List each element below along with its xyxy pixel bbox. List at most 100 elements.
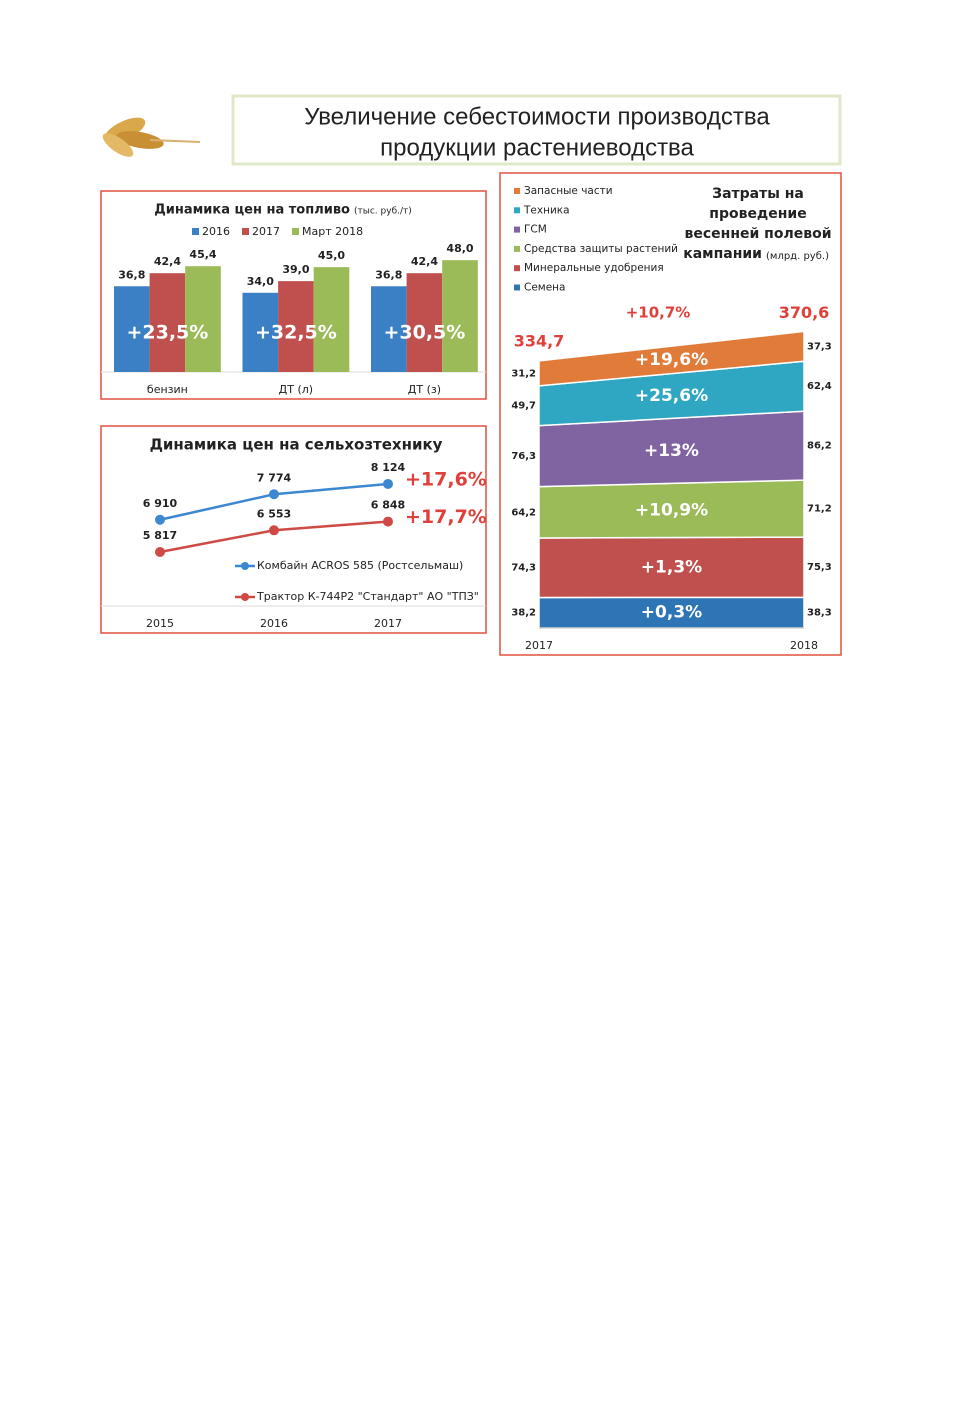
change-label: +25,6% — [635, 386, 708, 406]
change-label: +19,6% — [635, 350, 708, 370]
chart-title: весенней полевой — [685, 226, 832, 242]
chart-subtitle: (тыс. руб./т) — [354, 207, 412, 217]
change-label: +30,5% — [383, 322, 465, 344]
legend-label: 2017 — [252, 225, 280, 238]
legend-swatch — [514, 284, 520, 291]
legend-label: Техника — [523, 204, 570, 216]
value-label: 38,3 — [807, 608, 832, 619]
point — [155, 546, 165, 557]
value-label: 39,0 — [282, 263, 309, 276]
value-label: 42,4 — [411, 255, 438, 268]
legend-label: ГСМ — [524, 224, 547, 236]
chart-title: Затраты на — [712, 186, 804, 202]
legend-label: Март 2018 — [302, 225, 363, 238]
x-tick-label: 2017 — [374, 617, 402, 630]
legend-swatch — [514, 265, 520, 272]
legend-swatch — [514, 245, 520, 252]
change-label: +17,7% — [405, 506, 487, 528]
legend-swatch — [514, 207, 520, 214]
change-label: +0,3% — [641, 603, 702, 623]
value-label: 6 910 — [143, 497, 178, 510]
value-label: 74,3 — [511, 563, 536, 574]
title-box — [231, 94, 842, 166]
chart-title: Динамика цен на топливо — [154, 203, 350, 218]
value-label: 8 124 — [371, 461, 406, 474]
value-label: 86,2 — [807, 441, 832, 452]
x-tick-label: 2016 — [260, 617, 288, 630]
wheat-icon — [102, 117, 201, 157]
value-label: 49,7 — [511, 401, 536, 412]
change-label: +10,9% — [635, 500, 708, 520]
change-label: +13% — [644, 441, 699, 461]
value-label: 37,3 — [807, 341, 832, 352]
value-label: 64,2 — [511, 507, 536, 518]
chart-title: Динамика цен на сельхозтехнику — [150, 436, 443, 454]
legend-swatch — [192, 228, 199, 235]
value-label: 76,3 — [511, 451, 536, 462]
value-label: 42,4 — [154, 255, 181, 268]
value-label: 34,0 — [247, 275, 274, 288]
legend-label: Запасные части — [524, 185, 613, 197]
value-label: 6 553 — [257, 507, 291, 520]
legend-swatch — [292, 228, 299, 235]
value-label: 45,0 — [318, 249, 345, 262]
bar — [185, 266, 221, 372]
total-label: 334,7 — [514, 332, 565, 351]
legend-swatch — [514, 226, 520, 233]
x-tick-label: ДТ (з) — [408, 383, 441, 396]
change-label: +32,5% — [255, 322, 337, 344]
change-label: +1,3% — [641, 557, 702, 577]
total-change-label: +10,7% — [626, 304, 691, 322]
chart-title: кампании — [683, 246, 762, 262]
page-title: Увеличение себестоимости производства — [304, 103, 770, 130]
bar — [114, 286, 150, 372]
legend-label: Семена — [524, 282, 565, 294]
point — [269, 489, 279, 500]
legend-swatch — [242, 228, 249, 235]
legend-marker — [241, 593, 249, 601]
value-label: 36,8 — [118, 268, 145, 281]
x-tick-label: 2017 — [525, 639, 553, 652]
legend-label: Средства защиты растений — [524, 243, 678, 255]
legend-label: 2016 — [202, 225, 230, 238]
value-label: 48,0 — [446, 242, 473, 255]
value-label: 36,8 — [375, 268, 402, 281]
total-label: 370,6 — [779, 303, 830, 322]
bar — [278, 281, 314, 372]
value-label: 6 848 — [371, 499, 405, 512]
change-label: +17,6% — [405, 468, 487, 490]
chart-subtitle: (млрд. руб.) — [766, 251, 829, 262]
x-tick-label: ДТ (л) — [279, 383, 313, 396]
point — [269, 525, 279, 536]
value-label: 71,2 — [807, 504, 832, 515]
legend-marker — [241, 562, 249, 570]
bar — [406, 273, 443, 372]
area-band — [538, 330, 805, 387]
page-title: продукции растениеводства — [380, 134, 694, 161]
point — [383, 478, 393, 489]
bar — [442, 260, 478, 372]
legend-label: Минеральные удобрения — [524, 262, 664, 274]
legend-label: Трактор К-744Р2 "Стандарт" АО "ТПЗ" — [256, 590, 479, 603]
legend-swatch — [514, 188, 520, 194]
point — [155, 514, 165, 525]
change-label: +23,5% — [126, 322, 208, 344]
bar — [149, 273, 186, 372]
x-tick-label: 2018 — [790, 639, 818, 652]
value-label: 62,4 — [807, 381, 832, 392]
value-label: 45,4 — [189, 248, 216, 261]
x-tick-label: бензин — [147, 383, 188, 396]
value-label: 31,2 — [511, 368, 536, 379]
chart-title: проведение — [709, 206, 806, 222]
bar — [242, 292, 279, 372]
point — [383, 516, 393, 527]
value-label: 75,3 — [807, 562, 832, 573]
x-tick-label: 2015 — [146, 617, 174, 630]
bar — [371, 286, 407, 372]
legend-label: Комбайн ACROS 585 (Ростсельмаш) — [257, 559, 463, 572]
value-label: 38,2 — [511, 608, 536, 619]
value-label: 5 817 — [143, 529, 177, 542]
value-label: 7 774 — [257, 471, 292, 484]
bar — [313, 267, 350, 372]
